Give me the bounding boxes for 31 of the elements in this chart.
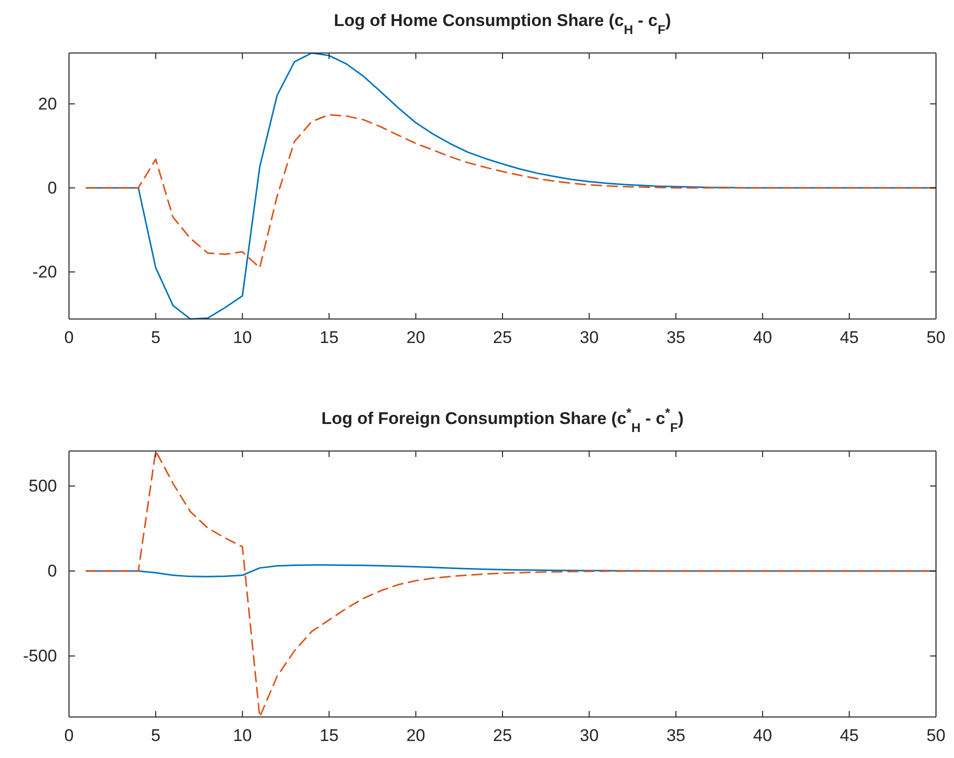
y-tick-label: 500	[28, 476, 57, 496]
x-tick-label: 35	[666, 726, 686, 746]
x-tick-label: 50	[926, 726, 946, 746]
y-tick-label: 0	[48, 178, 57, 198]
x-tick-label: 35	[666, 328, 686, 348]
x-tick-label: 15	[320, 726, 339, 746]
y-tick-label: 0	[48, 561, 57, 580]
x-tick-label: 30	[580, 328, 599, 348]
x-tick-label: 5	[150, 726, 160, 746]
x-tick-label: 15	[320, 328, 339, 348]
x-tick-label: 50	[926, 328, 946, 348]
x-tick-label: 10	[232, 726, 252, 746]
x-tick-label: 20	[406, 328, 426, 348]
y-tick-label: -20	[32, 262, 57, 282]
chart-title: Log of Foreign Consumption Share (c$^{*}$$_{H}$ - c$^{*}$$_{F}$)	[321, 404, 684, 434]
line-series	[86, 114, 936, 268]
x-tick-label: 5	[150, 328, 160, 348]
x-tick-label: 20	[406, 726, 426, 746]
x-tick-label: 30	[580, 726, 599, 746]
y-tick-label: 20	[38, 94, 57, 114]
x-tick-label: 0	[64, 726, 74, 746]
x-tick-label: 25	[493, 726, 512, 746]
x-tick-label: 45	[840, 726, 859, 746]
x-tick-label: 0	[64, 328, 74, 348]
x-tick-label: 40	[753, 328, 772, 348]
chart-title: Log of Home Consumption Share (c$_{H}$ - c$_{F}$)	[334, 11, 672, 36]
x-tick-label: 10	[232, 328, 252, 348]
x-tick-label: 45	[840, 328, 859, 348]
y-tick-label: -500	[22, 646, 57, 666]
x-tick-label: 25	[493, 328, 512, 348]
x-tick-label: 40	[753, 726, 772, 746]
